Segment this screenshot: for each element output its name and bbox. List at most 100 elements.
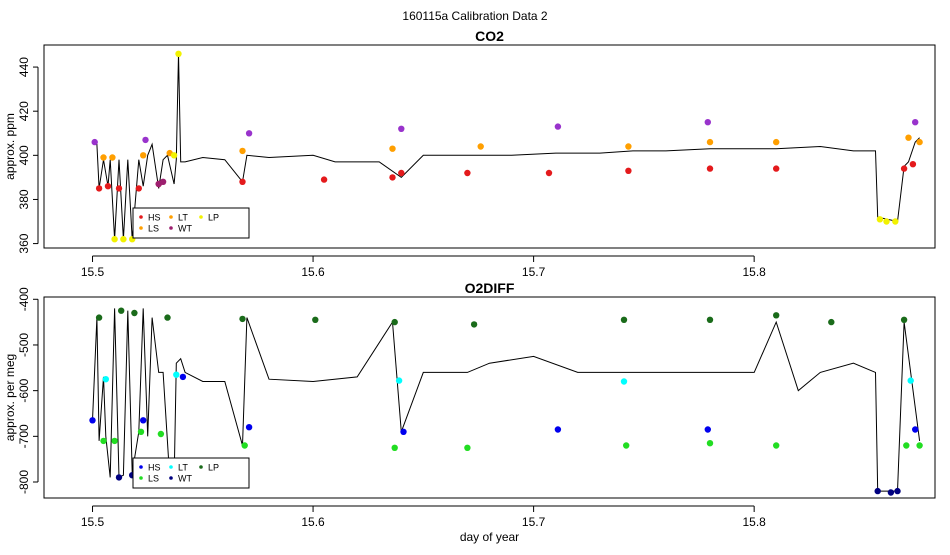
legend-marker <box>139 465 143 469</box>
data-point <box>620 316 628 323</box>
data-point <box>245 130 253 137</box>
data-point <box>706 440 714 447</box>
legend-label: LP <box>208 463 219 473</box>
figure-title: 160115a Calibration Data 2 <box>402 9 548 23</box>
data-point <box>245 424 253 431</box>
data-point <box>706 316 714 323</box>
y-tick-label: -600 <box>17 378 31 402</box>
data-point <box>115 185 123 192</box>
data-point <box>903 442 910 449</box>
data-point <box>391 318 398 326</box>
y-axis: -400 -500 -600 -700 -800 <box>17 287 39 494</box>
y-tick-label: 420 <box>17 101 31 121</box>
data-point <box>95 314 103 321</box>
data-point <box>239 147 246 155</box>
data-point <box>773 442 780 449</box>
data-point <box>828 318 835 326</box>
legend-box <box>132 207 250 239</box>
y-axis-label: approx. per meg <box>3 354 17 441</box>
data-point <box>625 167 632 174</box>
x-tick-label: 15.8 <box>742 265 766 279</box>
legend-label: WT <box>178 224 192 234</box>
data-point <box>120 236 127 243</box>
series-hs-points <box>95 161 917 192</box>
data-layer <box>91 50 923 243</box>
data-point <box>241 442 248 449</box>
data-point <box>894 487 901 495</box>
legend-label: LS <box>148 224 159 234</box>
data-point <box>620 378 628 385</box>
series-lt-points <box>102 371 914 385</box>
data-point <box>389 174 396 181</box>
series-lp-points <box>111 50 899 243</box>
data-point <box>625 143 632 150</box>
data-point <box>773 165 780 172</box>
data-point <box>118 307 125 314</box>
data-point <box>239 178 246 185</box>
y-tick-label: -800 <box>17 470 31 494</box>
legend-marker <box>199 465 203 469</box>
data-point <box>239 315 246 323</box>
data-point <box>909 161 917 168</box>
x-tick-label: 15.6 <box>301 265 325 279</box>
data-point <box>389 145 396 152</box>
data-point <box>545 169 553 177</box>
data-point <box>115 474 123 481</box>
data-point <box>464 444 471 451</box>
y-tick-label: -500 <box>17 333 31 357</box>
data-point <box>554 426 562 433</box>
data-point <box>916 138 923 146</box>
data-point <box>912 119 919 126</box>
data-point <box>111 236 118 243</box>
data-point <box>398 125 405 132</box>
legend-label: HS <box>148 463 161 473</box>
data-point <box>623 442 630 449</box>
legend-label: LS <box>148 474 159 484</box>
data-point <box>464 169 471 177</box>
data-point <box>912 426 919 433</box>
data-point <box>554 123 562 130</box>
data-point <box>470 321 478 328</box>
data-point <box>706 165 714 172</box>
x-tick-label: 15.5 <box>81 265 105 279</box>
data-point <box>773 138 780 146</box>
data-point <box>900 165 908 172</box>
data-point <box>905 134 912 141</box>
x-axis: 15.5 15.6 15.7 15.8 <box>81 255 766 279</box>
data-point <box>400 428 407 435</box>
plot-panel-2: O2DIFF 15.5 15.6 15.7 15.8 -400 -500 -600 -700 -8… <box>3 280 936 544</box>
data-point <box>874 487 881 495</box>
x-axis: 15.5 15.6 15.7 15.8 <box>81 505 766 529</box>
data-point <box>104 183 112 190</box>
data-point <box>111 437 118 445</box>
data-point <box>900 316 908 323</box>
data-point <box>142 136 149 144</box>
legend-marker <box>169 476 173 480</box>
data-point <box>89 417 96 424</box>
data-point <box>100 154 107 161</box>
series-extra-points <box>91 119 919 146</box>
x-tick-label: 15.7 <box>522 515 546 529</box>
data-layer <box>89 307 923 496</box>
series-wt-points <box>155 178 167 188</box>
data-point <box>102 376 110 383</box>
y-tick-label: 360 <box>17 233 31 253</box>
data-point <box>704 426 711 433</box>
panel-title: CO2 <box>475 28 504 44</box>
plot-frame <box>43 44 936 249</box>
series-ls-points <box>100 134 923 161</box>
panel-title: O2DIFF <box>465 280 515 296</box>
data-point <box>887 489 895 496</box>
series-hs-points <box>89 373 919 435</box>
legend-marker <box>169 226 173 230</box>
legend-label: HS <box>148 213 161 223</box>
legend-label: WT <box>178 474 192 484</box>
legend-marker <box>139 476 143 480</box>
data-point <box>175 50 182 57</box>
plot-panel-1: CO2 15.5 15.6 15.7 15.8 360 380 400 420 440 approx… <box>3 28 936 279</box>
data-point <box>916 442 923 449</box>
data-point <box>706 138 714 146</box>
